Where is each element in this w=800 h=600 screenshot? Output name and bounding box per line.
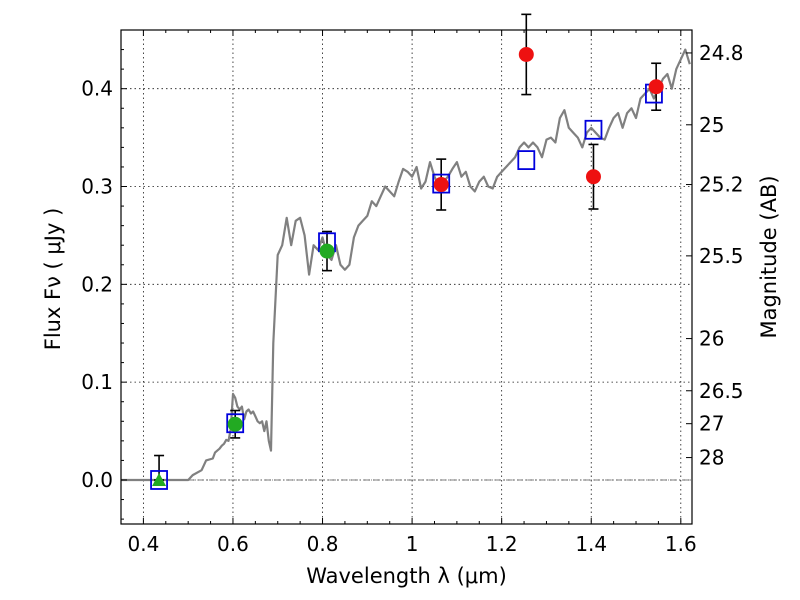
upper-limit-triangle-marker bbox=[152, 472, 167, 486]
y-tick-label: 0.0 bbox=[81, 468, 113, 492]
y-tick-label: 0.2 bbox=[81, 272, 113, 296]
x-tick-label: 0.8 bbox=[307, 532, 339, 556]
y2-tick-label: 24.8 bbox=[699, 41, 744, 65]
photometry-circle-marker bbox=[433, 177, 449, 193]
x-axis-label: Wavelength λ (μm) bbox=[306, 564, 507, 588]
y2-tick-label: 27 bbox=[699, 412, 724, 436]
axis-ticks: 0.4 0.6 0.8 1 1.2 1.4 1.6 0.0 0.1 0.2 0.3 0.4 24.8 25… bbox=[81, 30, 744, 556]
photometry-points bbox=[150, 13, 664, 490]
model-spectrum bbox=[121, 48, 691, 482]
photometry-circle-marker bbox=[518, 46, 534, 62]
y2-tick-label: 26.5 bbox=[699, 379, 744, 403]
x-tick-label: 1.4 bbox=[575, 532, 607, 556]
spectrum-line bbox=[121, 48, 691, 482]
y2-tick-label: 25 bbox=[699, 113, 724, 137]
x-tick-label: 1 bbox=[406, 532, 419, 556]
model-square-marker bbox=[150, 470, 168, 490]
y-tick-label: 0.4 bbox=[81, 77, 113, 101]
model-square-marker bbox=[517, 150, 536, 171]
plot-frame bbox=[120, 29, 693, 525]
model-square-marker bbox=[584, 119, 603, 140]
y2-tick-label: 25.5 bbox=[699, 244, 744, 268]
y2-tick-label: 26 bbox=[699, 327, 724, 351]
x-tick-label: 0.6 bbox=[217, 532, 249, 556]
y2-tick-label: 28 bbox=[699, 446, 724, 470]
photometry-circle-marker bbox=[585, 169, 601, 185]
x-tick-label: 1.6 bbox=[665, 532, 697, 556]
x-tick-label: 0.4 bbox=[127, 532, 159, 556]
model-square-marker bbox=[226, 413, 245, 434]
grid-lines bbox=[121, 30, 692, 524]
photometry-circle-marker bbox=[319, 243, 335, 259]
right-axis-label: Magnitude (AB) bbox=[757, 175, 781, 338]
y-tick-label: 0.3 bbox=[81, 175, 113, 199]
y-axis-label: Flux Fν ( μJy ) bbox=[41, 208, 65, 351]
photometry-circle-marker bbox=[227, 416, 243, 432]
x-tick-label: 1.2 bbox=[486, 532, 518, 556]
y-tick-label: 0.1 bbox=[81, 370, 113, 394]
model-square-marker bbox=[432, 173, 451, 194]
photometry-circle-marker bbox=[648, 79, 664, 95]
y2-tick-label: 25.2 bbox=[699, 173, 744, 197]
